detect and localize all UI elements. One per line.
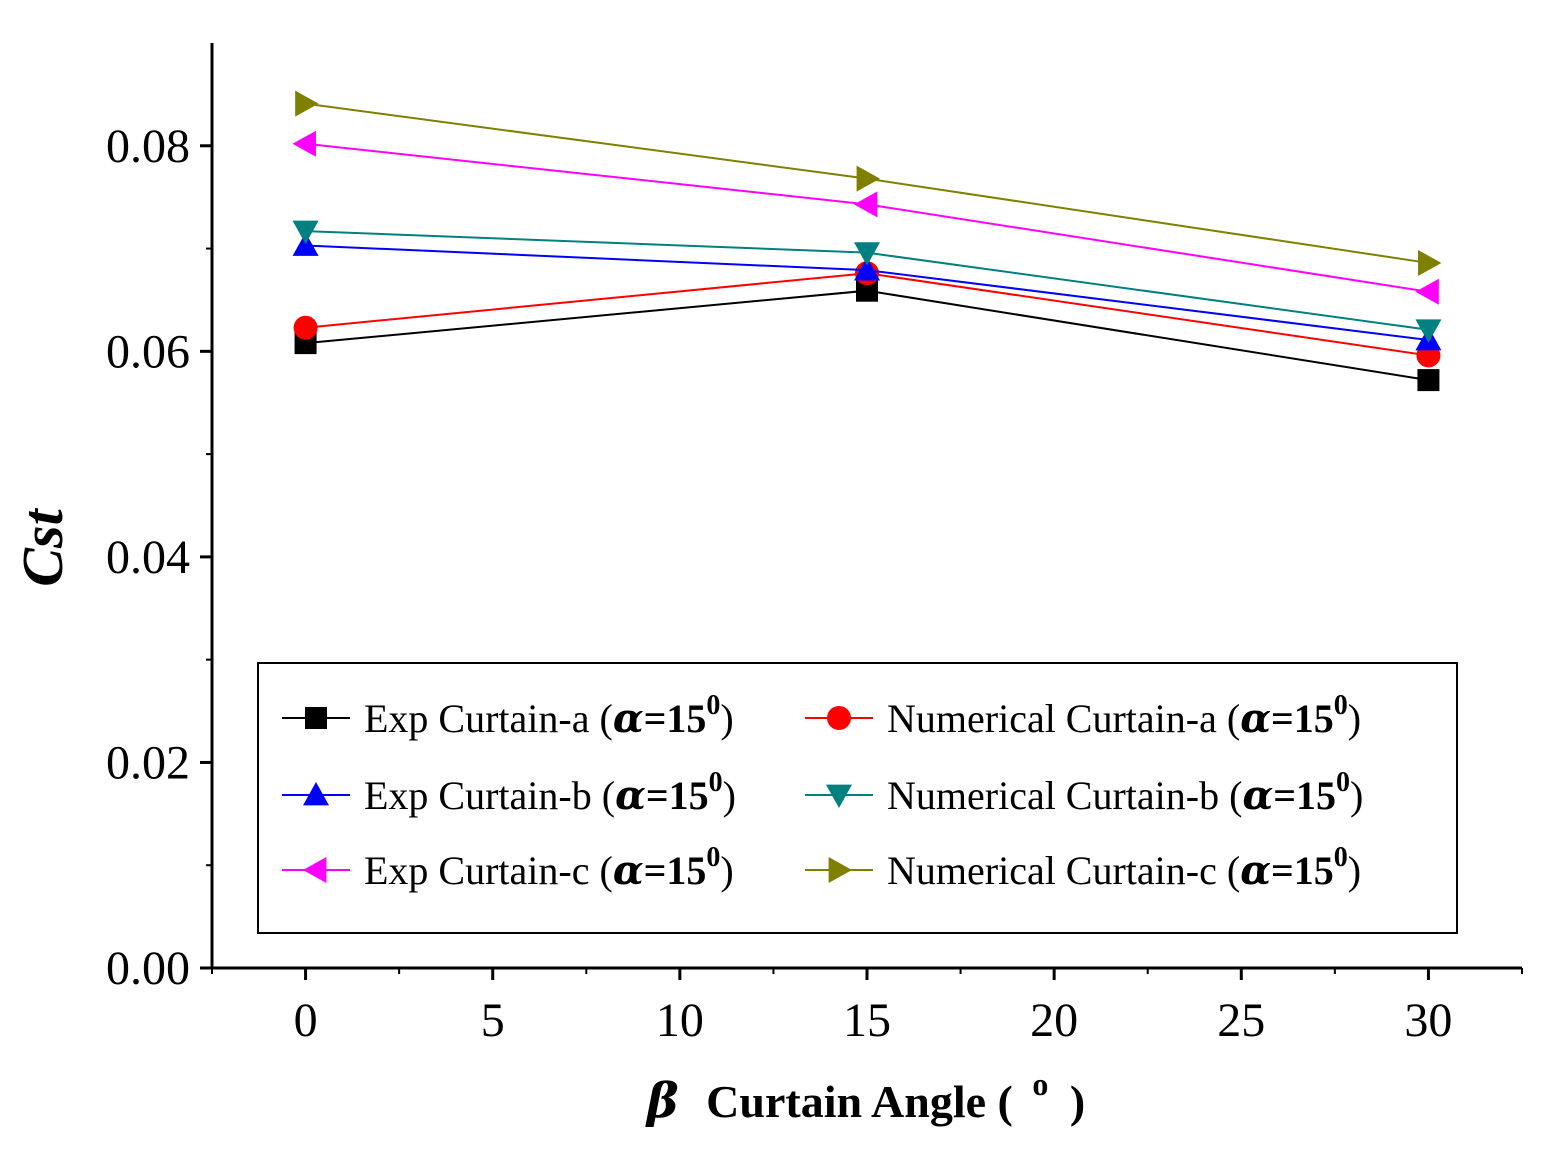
x-axis-title-text: Curtain Angle (: [706, 1076, 1013, 1127]
legend-label: Numerical Curtain-c (α=150): [887, 842, 1361, 894]
legend-item: Numerical Curtain-b (α=150): [805, 767, 1363, 819]
data-point: [856, 165, 880, 192]
x-axis-title-superscript: o: [1032, 1066, 1048, 1102]
legend-label: Exp Curtain-a (α=150): [364, 690, 734, 742]
data-point: [292, 130, 316, 157]
y-tick-label: 0.00: [106, 942, 190, 995]
legend-marker: [827, 706, 851, 730]
x-tick-label: 20: [1030, 994, 1078, 1047]
x-tick-label: 0: [294, 994, 318, 1047]
legend-item: Exp Curtain-c (α=150): [282, 842, 734, 894]
data-point: [295, 90, 319, 117]
series-line: [305, 289, 1429, 382]
series-1: [294, 279, 1440, 392]
legend-marker: [828, 857, 852, 883]
x-tick-label: 15: [843, 994, 891, 1047]
legend-marker: [826, 784, 852, 808]
series-group: [292, 90, 1442, 392]
legend-label: Numerical Curtain-a (α=150): [887, 690, 1361, 742]
data-point: [1417, 369, 1440, 392]
y-tick-label: 0.08: [106, 120, 190, 173]
data-point: [856, 279, 878, 302]
legend-marker: [303, 782, 329, 806]
data-point: [293, 315, 318, 340]
y-tick-label: 0.06: [106, 325, 190, 378]
legend-item: Numerical Curtain-c (α=150): [805, 842, 1361, 894]
data-point: [292, 232, 319, 256]
legend-box: [257, 662, 1458, 934]
legend-label: Exp Curtain-c (α=150): [364, 842, 734, 894]
legend-item: Exp Curtain-a (α=150): [282, 690, 734, 742]
data-point: [854, 191, 878, 218]
x-tick-label: 5: [481, 994, 505, 1047]
y-axis-title: Cst: [10, 507, 75, 586]
data-point: [292, 220, 319, 245]
x-tick-label: 10: [656, 994, 704, 1047]
beta-symbol: β: [645, 1073, 679, 1129]
series-4: [292, 220, 1442, 343]
data-point: [854, 242, 880, 266]
legend-marker: [303, 857, 327, 883]
series-6: [295, 90, 1442, 276]
legend-label: Exp Curtain-b (α=150): [364, 767, 736, 819]
tick-labels: 0.00 0.02 0.04 0.06 0.08 0 5 10 15 20 25 30: [106, 120, 1452, 1047]
y-tick-label: 0.04: [106, 531, 190, 584]
x-tick-label: 30: [1404, 994, 1452, 1047]
legend-item: Numerical Curtain-a (α=150): [805, 690, 1361, 742]
data-point: [854, 257, 880, 281]
legend-item: Exp Curtain-b (α=150): [282, 767, 736, 819]
data-point: [1415, 319, 1442, 343]
tick-marks: [200, 144, 1523, 980]
y-tick-label: 0.02: [106, 736, 190, 789]
x-axis-title: β Curtain Angle ( o ): [645, 1054, 1085, 1129]
x-tick-label: 25: [1217, 994, 1265, 1047]
data-point: [1418, 249, 1442, 276]
x-axis-title-close: ): [1070, 1076, 1085, 1127]
legend: Exp Curtain-a (α=150) Numerical Curtain-a…: [257, 662, 1458, 934]
legend-label: Numerical Curtain-b (α=150): [887, 767, 1363, 819]
series-5: [292, 130, 1439, 305]
data-point: [1415, 278, 1439, 305]
legend-marker: [305, 707, 327, 729]
